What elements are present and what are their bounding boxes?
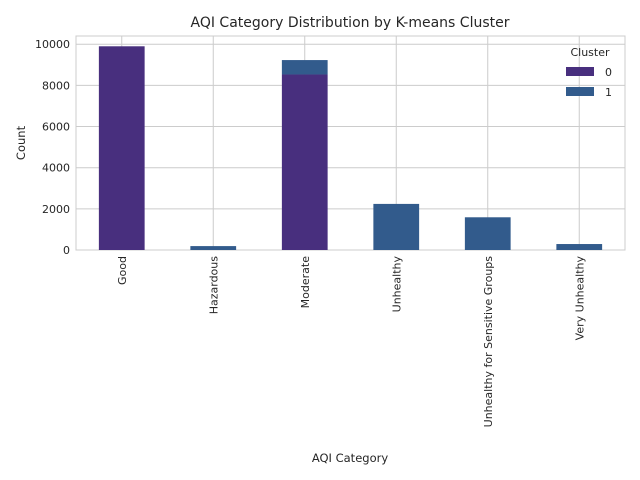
- legend: Cluster 0 1: [566, 46, 612, 99]
- bar-moderate-cluster-0: [281, 74, 328, 250]
- y-tick-label: 2000: [42, 203, 70, 216]
- y-tick-label: 6000: [42, 121, 70, 134]
- legend-title: Cluster: [570, 46, 610, 59]
- bar-unhealthy-for-sensitive-groups-cluster-1: [464, 217, 511, 250]
- legend-swatch-0: [566, 67, 594, 76]
- y-tick-label: 4000: [42, 162, 70, 175]
- y-tick-label: 10000: [35, 38, 70, 51]
- legend-label-0: 0: [605, 66, 612, 79]
- bar-unhealthy-cluster-1: [373, 203, 420, 250]
- x-tick-label: Unhealthy for Sensitive Groups: [482, 256, 495, 428]
- y-axis-label: Count: [14, 125, 28, 160]
- x-tick-label: Very Unhealthy: [573, 256, 586, 341]
- x-axis-label: AQI Category: [312, 451, 388, 465]
- y-axis-ticks: 0 2000 4000 6000 8000 10000: [35, 38, 70, 257]
- x-tick-label: Moderate: [299, 256, 312, 309]
- legend-label-1: 1: [605, 86, 612, 99]
- bar-very-unhealthy-cluster-1: [556, 244, 603, 250]
- x-tick-label: Good: [116, 256, 129, 285]
- x-axis-ticks: Good Hazardous Moderate Unhealthy Unhealthy …: [116, 256, 587, 428]
- chart-title: AQI Category Distribution by K-means Clu…: [191, 15, 510, 31]
- y-tick-label: 8000: [42, 79, 70, 92]
- y-tick-label: 0: [63, 244, 70, 257]
- plot-area: [75, 35, 626, 251]
- bar-moderate-cluster-1: [281, 60, 328, 75]
- x-tick-label: Unhealthy: [390, 256, 403, 313]
- x-tick-label: Hazardous: [207, 256, 220, 315]
- bar-good-cluster-0: [98, 46, 145, 251]
- bar-hazardous-cluster-1: [190, 246, 237, 250]
- legend-swatch-1: [566, 87, 594, 96]
- bars: [98, 46, 603, 251]
